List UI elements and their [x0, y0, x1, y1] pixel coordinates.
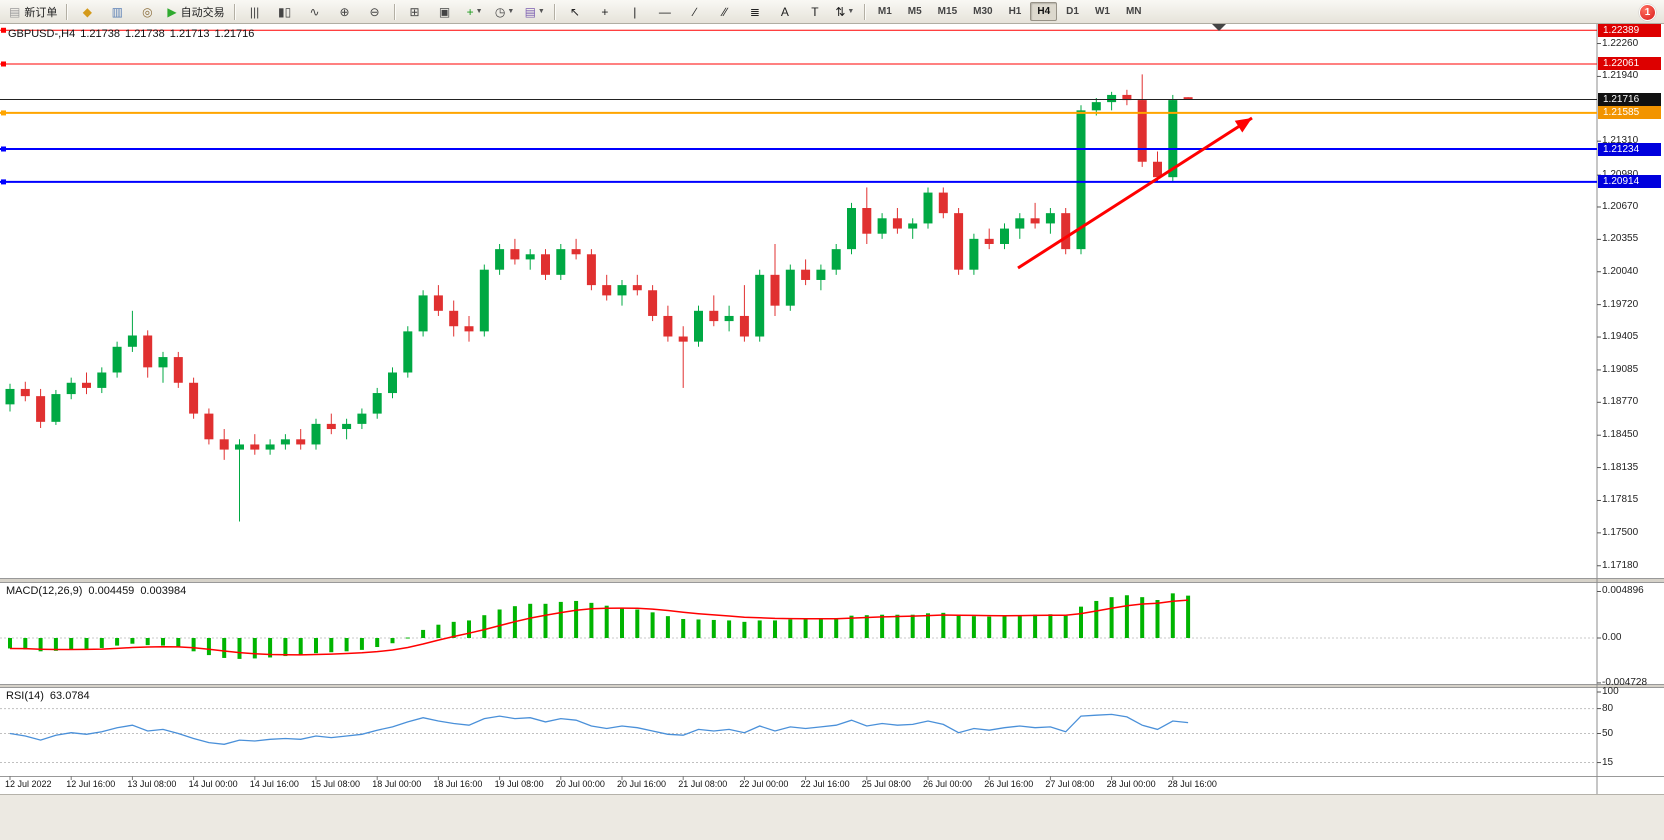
market-watch-icon: ◆	[82, 4, 92, 19]
cascade-windows-icon[interactable]: ▣	[431, 1, 459, 23]
trendline-icon: ∕	[693, 4, 696, 19]
vertical-line-icon[interactable]: |	[621, 1, 649, 23]
fibonacci-icon: ≣	[749, 4, 760, 19]
data-window-icon: ▥	[111, 4, 124, 19]
rsi-panel[interactable]	[0, 688, 1664, 776]
panel-splitter[interactable]	[0, 578, 1664, 583]
text-icon[interactable]: A	[771, 1, 799, 23]
arrows-icon: ⇅	[835, 4, 846, 19]
channel-icon[interactable]: ∕∕	[711, 1, 739, 23]
bar-chart-icon: |||	[249, 4, 260, 19]
indicators-icon[interactable]: + ▼	[461, 1, 489, 23]
line-chart-icon[interactable]: ∿	[301, 1, 329, 23]
dropdown-caret-icon: ▼	[507, 8, 515, 15]
timeframe-m1[interactable]: M1	[877, 6, 892, 17]
tile-windows-icon: ⊞	[409, 4, 420, 19]
dropdown-caret-icon: ▼	[475, 8, 483, 15]
bottom-strip	[0, 794, 1664, 840]
timeframe-m15[interactable]: M15	[937, 6, 958, 17]
autotrading-button: ▶	[167, 4, 177, 19]
line-chart-icon: ∿	[309, 4, 320, 19]
new-order-button-label: 新订单	[24, 6, 58, 19]
zoom-out-icon: ⊖	[369, 4, 380, 19]
arrows-icon[interactable]: ⇅ ▼	[831, 1, 859, 23]
zoom-out-icon[interactable]: ⊖	[361, 1, 389, 23]
timeframe-mn[interactable]: MN	[1125, 6, 1142, 17]
zoom-in-icon: ⊕	[339, 4, 350, 19]
toolbar-separator	[66, 3, 69, 20]
templates-icon: ▤	[524, 4, 536, 19]
new-order-button[interactable]: ▤ 新订单	[5, 1, 61, 23]
fibonacci-icon[interactable]: ≣	[741, 1, 769, 23]
horizontal-line-icon[interactable]: —	[651, 1, 679, 23]
templates-icon[interactable]: ▤ ▼	[521, 1, 549, 23]
notification-badge[interactable]: 1	[1639, 4, 1656, 21]
cursor-icon: ↖	[569, 4, 580, 19]
navigator-icon: ◎	[142, 4, 153, 19]
toolbar-separator	[553, 3, 556, 20]
crosshair-icon[interactable]: +	[591, 1, 619, 23]
toolbar: ▤ 新订单 ◆ ▥ ◎ ▶ 自动交易 ||| ▮▯ ∿ ⊕ ⊖ ⊞ ▣ + ▼ ◷ ▼ ▤ ▼ ↖ + | — ∕ ∕∕ ≣ A T ⇅ ▼…	[0, 0, 1664, 24]
macd-panel[interactable]	[0, 583, 1664, 684]
timeframe-m30[interactable]: M30	[973, 6, 993, 17]
panel-splitter[interactable]	[0, 684, 1664, 688]
text-icon: A	[780, 4, 789, 19]
vertical-line-icon: |	[633, 4, 637, 19]
crosshair-icon: +	[601, 4, 609, 19]
horizontal-line-icon: —	[658, 4, 671, 19]
periods-icon[interactable]: ◷ ▼	[491, 1, 519, 23]
new-order-button: ▤	[9, 4, 21, 19]
main-chart-panel[interactable]	[0, 24, 1664, 578]
zoom-in-icon[interactable]: ⊕	[331, 1, 359, 23]
label-icon: T	[811, 4, 819, 19]
toolbar-separator	[233, 3, 236, 20]
timeframe-m5[interactable]: M5	[907, 6, 922, 17]
timeframe-h1[interactable]: H1	[1008, 6, 1022, 17]
timeframe-h4[interactable]: H4	[1030, 2, 1058, 21]
bar-chart-icon[interactable]: |||	[241, 1, 269, 23]
navigator-icon[interactable]: ◎	[133, 1, 161, 23]
autotrading-button-label: 自动交易	[180, 6, 225, 19]
time-axis[interactable]	[0, 776, 1664, 794]
autotrading-button[interactable]: ▶ 自动交易	[163, 1, 228, 23]
dropdown-caret-icon: ▼	[847, 8, 855, 15]
label-icon[interactable]: T	[801, 1, 829, 23]
trendline-icon[interactable]: ∕	[681, 1, 709, 23]
candlestick-chart-icon[interactable]: ▮▯	[271, 1, 299, 23]
periods-icon: ◷	[494, 4, 506, 19]
market-watch-icon[interactable]: ◆	[73, 1, 101, 23]
tile-windows-icon[interactable]: ⊞	[401, 1, 429, 23]
dropdown-caret-icon: ▼	[537, 8, 545, 15]
channel-icon: ∕∕	[722, 4, 727, 19]
data-window-icon[interactable]: ▥	[103, 1, 131, 23]
cascade-windows-icon: ▣	[438, 4, 451, 19]
toolbar-separator	[393, 3, 396, 20]
cursor-icon[interactable]: ↖	[561, 1, 589, 23]
toolbar-separator	[863, 3, 866, 20]
indicators-icon: +	[466, 4, 474, 19]
candlestick-chart-icon: ▮▯	[277, 4, 292, 19]
timeframe-w1[interactable]: W1	[1094, 6, 1110, 17]
timeframe-d1[interactable]: D1	[1066, 6, 1079, 17]
